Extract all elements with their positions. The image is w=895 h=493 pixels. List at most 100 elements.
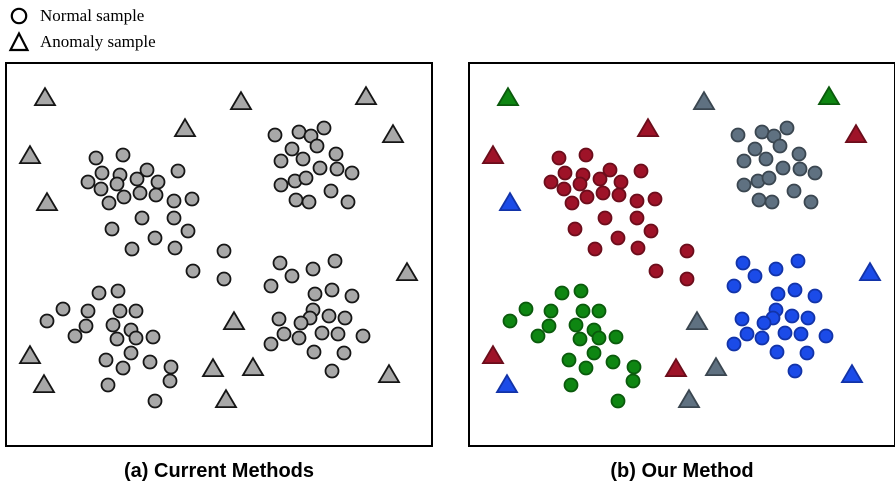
normal-sample-point [818, 328, 834, 344]
normal-sample-point [518, 301, 534, 317]
normal-sample-point [739, 326, 755, 342]
normal-sample-point [305, 261, 321, 277]
anomaly-sample-point [481, 344, 505, 365]
normal-sample-point [543, 303, 559, 319]
normal-sample-point [610, 393, 626, 409]
normal-sample-point [747, 141, 763, 157]
normal-sample-point [633, 163, 649, 179]
normal-sample-point [736, 153, 752, 169]
normal-sample-point [751, 192, 767, 208]
normal-sample-point [613, 174, 629, 190]
normal-sample-point [557, 165, 573, 181]
normal-sample-point [284, 141, 300, 157]
triangle-icon [8, 31, 30, 53]
normal-sample-point [567, 221, 583, 237]
normal-sample-point [216, 243, 232, 259]
normal-sample-point [572, 176, 588, 192]
anomaly-sample-point [35, 191, 59, 212]
normal-sample-point [340, 194, 356, 210]
normal-sample-point [309, 138, 325, 154]
normal-sample-point [777, 325, 793, 341]
normal-sample-point [344, 165, 360, 181]
normal-sample-point [610, 230, 626, 246]
normal-sample-point [769, 344, 785, 360]
normal-sample-point [295, 151, 311, 167]
normal-sample-point [754, 124, 770, 140]
normal-sample-point [679, 271, 695, 287]
anomaly-sample-point [241, 356, 265, 377]
normal-sample-point [679, 243, 695, 259]
normal-sample-point [134, 210, 150, 226]
normal-sample-point [112, 303, 128, 319]
normal-sample-point [591, 330, 607, 346]
normal-sample-point [115, 360, 131, 376]
caption-current-methods: (a) Current Methods [124, 460, 314, 482]
normal-sample-point [790, 253, 806, 269]
anomaly-sample-point [692, 90, 716, 111]
normal-sample-point [556, 181, 572, 197]
normal-sample-point [284, 268, 300, 284]
normal-sample-point [591, 303, 607, 319]
normal-sample-point [139, 162, 155, 178]
normal-sample-point [105, 317, 121, 333]
normal-sample-point [94, 165, 110, 181]
legend-item-normal: Normal sample [8, 3, 156, 29]
normal-sample-point [337, 310, 353, 326]
normal-sample-point [573, 283, 589, 299]
normal-sample-point [779, 120, 795, 136]
normal-sample-point [123, 345, 139, 361]
panel-current-methods [5, 62, 433, 447]
anomaly-sample-point [32, 373, 56, 394]
normal-sample-point [55, 301, 71, 317]
anomaly-sample-point [858, 261, 882, 282]
normal-sample-point [301, 194, 317, 210]
normal-sample-point [625, 373, 641, 389]
normal-sample-point [288, 192, 304, 208]
anomaly-sample-point [381, 123, 405, 144]
normal-sample-point [578, 147, 594, 163]
normal-sample-point [554, 285, 570, 301]
normal-sample-point [330, 326, 346, 342]
normal-sample-point [216, 271, 232, 287]
normal-sample-point [344, 288, 360, 304]
normal-sample-point [147, 230, 163, 246]
normal-sample-point [104, 221, 120, 237]
normal-sample-point [115, 147, 131, 163]
normal-sample-point [98, 352, 114, 368]
anomaly-sample-point [844, 123, 868, 144]
normal-sample-point [551, 150, 567, 166]
panel-a-plot [18, 85, 419, 409]
normal-sample-point [162, 373, 178, 389]
panel-our-method [468, 62, 895, 447]
normal-sample-point [803, 194, 819, 210]
normal-sample-point [293, 315, 309, 331]
anomaly-sample-point [685, 310, 709, 331]
normal-sample-point [543, 174, 559, 190]
normal-sample-point [324, 282, 340, 298]
legend: Normal sample Anomaly sample [8, 3, 156, 55]
normal-sample-point [735, 255, 751, 271]
normal-sample-point [328, 146, 344, 162]
normal-sample-point [291, 124, 307, 140]
normal-sample-point [799, 345, 815, 361]
normal-sample-point [166, 193, 182, 209]
normal-sample-point [764, 194, 780, 210]
normal-sample-point [786, 183, 802, 199]
normal-sample-point [787, 282, 803, 298]
normal-sample-point [80, 303, 96, 319]
anomaly-sample-point [18, 144, 42, 165]
normal-sample-point [608, 329, 624, 345]
normal-sample-point [273, 153, 289, 169]
normal-sample-point [329, 161, 345, 177]
anomaly-sample-point [496, 86, 520, 107]
normal-sample-point [561, 352, 577, 368]
normal-sample-point [502, 313, 518, 329]
normal-sample-point [595, 185, 611, 201]
normal-sample-point [629, 193, 645, 209]
normal-sample-point [306, 344, 322, 360]
normal-sample-point [611, 187, 627, 203]
normal-sample-point [530, 328, 546, 344]
normal-sample-point [307, 286, 323, 302]
normal-sample-point [267, 127, 283, 143]
normal-sample-point [761, 170, 777, 186]
